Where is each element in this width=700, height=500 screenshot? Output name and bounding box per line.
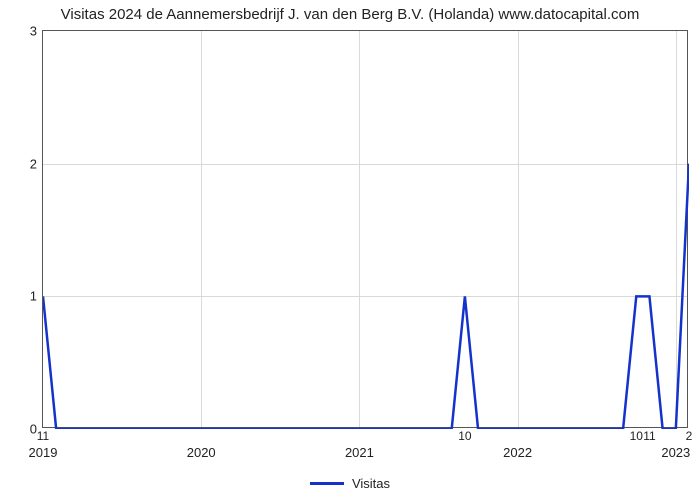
ytick-label: 2: [30, 156, 43, 171]
point-label: 11: [37, 427, 49, 443]
ytick-label: 3: [30, 24, 43, 39]
plot-area: 012320192020202120222023111010112: [42, 30, 688, 428]
xtick-label: 2022: [503, 427, 532, 460]
legend: Visitas: [0, 472, 700, 491]
chart-title: Visitas 2024 de Aannemersbedrijf J. van …: [0, 6, 700, 23]
legend-swatch: [310, 482, 344, 485]
point-label: 2: [686, 427, 693, 443]
legend-item-visitas: Visitas: [310, 476, 390, 491]
ytick-label: 1: [30, 289, 43, 304]
series-line: [43, 31, 689, 429]
xtick-label: 2021: [345, 427, 374, 460]
legend-label: Visitas: [352, 476, 390, 491]
point-label: 10: [630, 427, 643, 443]
point-label: 11: [643, 427, 655, 443]
xtick-label: 2020: [187, 427, 216, 460]
point-label: 10: [458, 427, 471, 443]
chart-container: Visitas 2024 de Aannemersbedrijf J. van …: [0, 0, 700, 500]
